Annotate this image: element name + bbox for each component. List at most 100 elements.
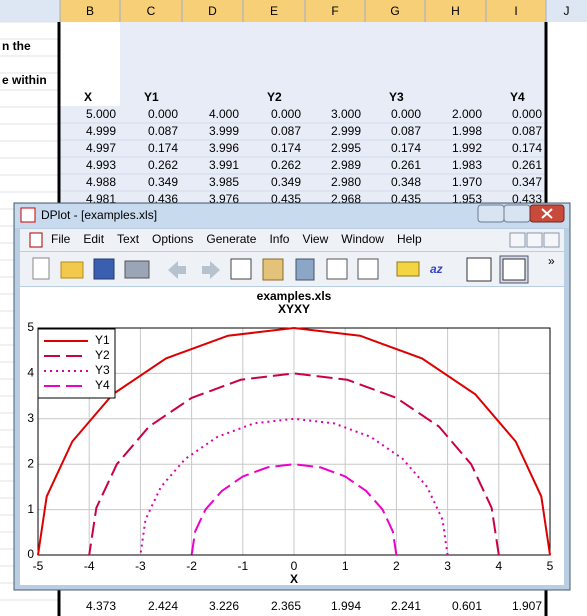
cell-value: 0.174 [512, 141, 542, 155]
column-header: F [331, 4, 338, 18]
edit2-icon[interactable] [357, 258, 379, 280]
cell-value: 0.087 [148, 124, 178, 138]
x-tick-label: -4 [84, 559, 95, 573]
plot-icon-2[interactable] [502, 258, 526, 281]
cell-value: 2.980 [331, 175, 361, 189]
menu-item[interactable]: Window [341, 232, 384, 246]
cell-value: 2.241 [391, 599, 421, 613]
copy-icon[interactable] [230, 258, 252, 280]
column-label: X [84, 90, 92, 104]
cell-value: 4.999 [86, 124, 116, 138]
app-icon [20, 207, 36, 223]
paste-icon[interactable] [262, 258, 284, 281]
legend-label: Y2 [95, 348, 110, 362]
menu-item[interactable]: Text [117, 232, 140, 246]
edit-icon[interactable] [326, 258, 348, 280]
menu-item[interactable]: Generate [206, 232, 256, 246]
cell-value: 0.349 [271, 175, 301, 189]
cell-value: 0.261 [391, 158, 421, 172]
cell-value: 5.000 [86, 107, 116, 121]
doc-minimize[interactable] [509, 232, 526, 248]
arrow-icon[interactable] [396, 261, 420, 277]
x-tick-label: -5 [33, 559, 44, 573]
x-tick-label: -1 [237, 559, 248, 573]
menu-items: File Edit Text Options Generate Info View Windo… [51, 232, 422, 246]
column-header: E [270, 4, 278, 18]
cell-text: n the [2, 39, 31, 53]
doc-icon [29, 232, 43, 248]
save-icon[interactable] [93, 258, 115, 280]
cell-value: 4.000 [209, 107, 239, 121]
cell-value: 0.000 [512, 107, 542, 121]
cell-value: 3.985 [209, 175, 239, 189]
column-header: I [514, 4, 517, 18]
menu-item[interactable]: File [51, 232, 71, 246]
chart-title: examples.xls [257, 289, 332, 303]
print-icon[interactable] [124, 260, 150, 279]
selected-columns-header [60, 0, 546, 22]
doc-restore[interactable] [526, 232, 543, 248]
x-tick-label: 4 [495, 559, 502, 573]
x-axis-label: X [290, 572, 298, 586]
menu-bar [20, 229, 564, 251]
chart-subtitle: XYXY [278, 302, 310, 316]
open-icon[interactable] [60, 261, 84, 279]
cell-value: 0.349 [148, 175, 178, 189]
maximize-button[interactable] [503, 204, 531, 223]
menu-item[interactable]: Help [397, 232, 422, 246]
menu-item[interactable]: Options [152, 232, 193, 246]
y-tick-label: 5 [27, 320, 34, 334]
cell-value: 0.000 [148, 107, 178, 121]
cell-value: 3.226 [209, 599, 239, 613]
selection-shade [120, 22, 546, 106]
column-label: Y1 [144, 90, 159, 104]
column-label: Y2 [267, 90, 282, 104]
cell-value: 0.087 [512, 124, 542, 138]
redo-icon[interactable] [202, 261, 220, 279]
cell-value: 0.261 [512, 158, 542, 172]
cell-value: 4.993 [86, 158, 116, 172]
cell-value: 0.262 [271, 158, 301, 172]
cell-value: 4.373 [86, 599, 116, 613]
menu-item[interactable]: View [302, 232, 328, 246]
cell-value: 2.999 [331, 124, 361, 138]
y-tick-label: 0 [27, 547, 34, 561]
series-line [88, 372, 500, 556]
doc-close[interactable] [543, 232, 560, 248]
column-header: C [147, 4, 156, 18]
x-tick-label: -2 [186, 559, 197, 573]
cell-value: 1.994 [331, 599, 361, 613]
cell-value: 0.087 [271, 124, 301, 138]
cell-value: 0.000 [391, 107, 421, 121]
x-tick-label: 3 [444, 559, 451, 573]
plot-icon[interactable] [466, 257, 492, 282]
cell-value: 1.998 [452, 124, 482, 138]
menu-item[interactable]: Info [269, 232, 289, 246]
legend-label: Y4 [95, 378, 110, 392]
delete-icon[interactable] [295, 258, 315, 281]
az-icon[interactable]: az [430, 262, 443, 276]
undo-icon[interactable] [168, 261, 186, 279]
y-tick-label: 2 [27, 456, 34, 470]
more-icon[interactable]: » [548, 254, 555, 268]
x-tick-label: 2 [393, 559, 400, 573]
legend-label: Y3 [95, 363, 110, 377]
cell-value: 1.907 [512, 599, 542, 613]
toolbar-icons: az » [32, 254, 555, 284]
column-header: J [564, 4, 570, 18]
y-tick-label: 1 [27, 502, 34, 516]
menu-item[interactable]: Edit [83, 232, 104, 246]
cell-value: 0.601 [452, 599, 482, 613]
x-tick-label: 0 [291, 559, 298, 573]
legend-label: Y1 [95, 333, 110, 347]
new-icon[interactable] [32, 257, 50, 280]
cell-value: 3.000 [331, 107, 361, 121]
cell-value: 3.996 [209, 141, 239, 155]
column-header: D [208, 4, 217, 18]
title-bar [15, 204, 569, 228]
minimize-button[interactable] [477, 204, 505, 223]
cell-value: 2.000 [452, 107, 482, 121]
column-label: Y3 [389, 90, 404, 104]
